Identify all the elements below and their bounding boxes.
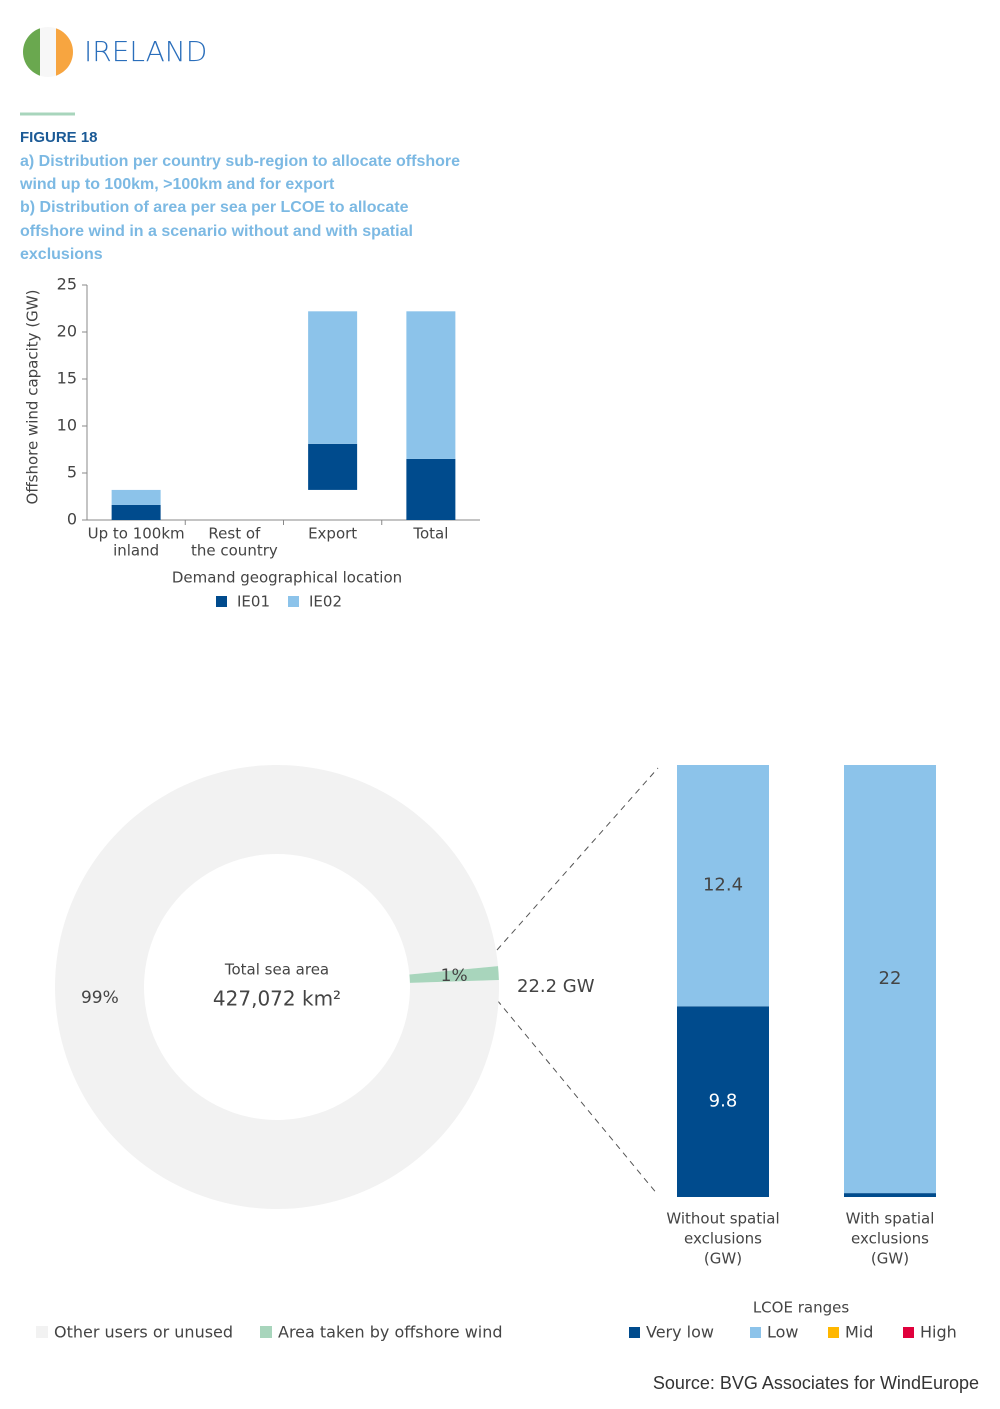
x-tick-label: Up to 100km [88,525,185,543]
caption-line: wind up to 100km, >100km and for export [19,176,335,193]
bar-segment [111,489,161,505]
caption-line: exclusions [20,246,103,263]
slice [55,765,499,1210]
bar-segment [844,1193,936,1197]
x-tick-label: the country [191,542,278,560]
x-tick-label: With spatial [846,1210,935,1228]
x-axis-label: Demand geographical location [172,569,402,587]
legend-label: Very low [646,1323,714,1342]
figure-label: FIGURE 18 [20,129,98,146]
center-value: 427,072 km² [213,987,341,1011]
legend-swatch [36,1326,48,1338]
legend-swatch [828,1327,839,1338]
legend-label: Low [767,1323,799,1342]
legend-swatch [216,596,227,607]
data-label: 12.4 [703,875,743,896]
legend-swatch [288,596,299,607]
bar-segment [308,443,358,490]
bar-segment [406,311,456,459]
bar-segment [844,765,936,1194]
center-caption: Total sea area [224,961,329,979]
y-tick-label: 25 [57,275,77,294]
y-tick-label: 0 [67,510,77,529]
bar-segment [308,311,358,444]
x-tick-label: Export [308,525,357,543]
bar-segment [677,765,769,1007]
x-tick-label: Total [412,525,448,543]
legend-label: IE02 [309,593,342,611]
x-tick-label: Without spatial [666,1210,779,1228]
y-tick-label: 20 [57,322,77,341]
legend-title: LCOE ranges [753,1299,849,1317]
legend-swatch [629,1327,640,1338]
bar-segment [406,458,456,520]
caption-line: offshore wind in a scenario without and … [20,223,413,240]
data-label: 22 [879,968,902,989]
legend-label: IE01 [237,593,270,611]
x-tick-label: exclusions [851,1230,929,1248]
zoom-line [496,999,659,1196]
x-tick-label: inland [113,542,159,560]
data-label: 9.8 [709,1091,738,1112]
caption-line: b) Distribution of area per sea per LCOE… [20,199,409,216]
legend-label: Other users or unused [54,1323,233,1342]
legend-swatch [903,1327,914,1338]
y-tick-label: 10 [57,416,77,435]
legend-swatch [750,1327,761,1338]
x-tick-label: exclusions [684,1230,762,1248]
legend-label: Area taken by offshore wind [278,1323,503,1342]
bar-segment [111,504,161,520]
x-tick-label: Rest of [208,525,261,543]
bar-segment [677,1006,769,1197]
zoom-line [496,767,659,951]
slice-label: 99% [81,988,119,1008]
page-title: IRELAND [84,35,207,68]
legend-swatch [260,1326,272,1338]
annotation: 22.2 GW [517,976,595,997]
y-axis-label: Offshore wind capacity (GW) [24,290,42,505]
source: Source: BVG Associates for WindEurope [653,1373,979,1393]
y-tick-label: 5 [67,463,77,482]
flag [23,27,73,77]
slice-label: 1% [441,966,468,986]
slice [409,966,499,983]
x-tick-label: (GW) [704,1250,742,1268]
x-tick-label: (GW) [871,1250,909,1268]
caption-line: a) Distribution per country sub-region t… [20,153,460,170]
legend-label: High [920,1323,957,1342]
y-tick-label: 15 [57,369,77,388]
legend-label: Mid [845,1323,873,1342]
